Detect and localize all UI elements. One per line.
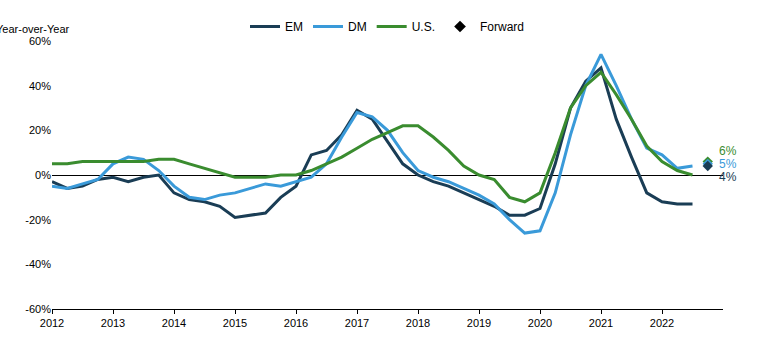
svg-text:2012: 2012 (40, 317, 64, 329)
svg-text:-40%: -40% (25, 258, 51, 270)
svg-text:Forward: Forward (480, 20, 524, 34)
svg-text:2020: 2020 (528, 317, 552, 329)
svg-text:5%: 5% (719, 157, 737, 171)
svg-text:2021: 2021 (589, 317, 613, 329)
svg-text:4%: 4% (719, 170, 737, 184)
svg-text:20%: 20% (29, 124, 51, 136)
svg-text:60%: 60% (29, 35, 51, 47)
svg-text:-20%: -20% (25, 214, 51, 226)
svg-text:U.S.: U.S. (412, 20, 435, 34)
svg-text:DM: DM (348, 20, 367, 34)
svg-text:-60%: -60% (25, 303, 51, 315)
svg-text:Year-over-Year: Year-over-Year (0, 23, 70, 35)
svg-text:2015: 2015 (223, 317, 247, 329)
svg-text:2014: 2014 (162, 317, 186, 329)
svg-text:40%: 40% (29, 80, 51, 92)
svg-text:2019: 2019 (467, 317, 491, 329)
svg-text:6%: 6% (719, 144, 737, 158)
svg-text:0%: 0% (35, 169, 51, 181)
svg-text:2013: 2013 (101, 317, 125, 329)
svg-text:2018: 2018 (406, 317, 430, 329)
svg-text:EM: EM (285, 20, 303, 34)
svg-text:2016: 2016 (284, 317, 308, 329)
svg-text:2022: 2022 (650, 317, 674, 329)
svg-text:2017: 2017 (345, 317, 369, 329)
